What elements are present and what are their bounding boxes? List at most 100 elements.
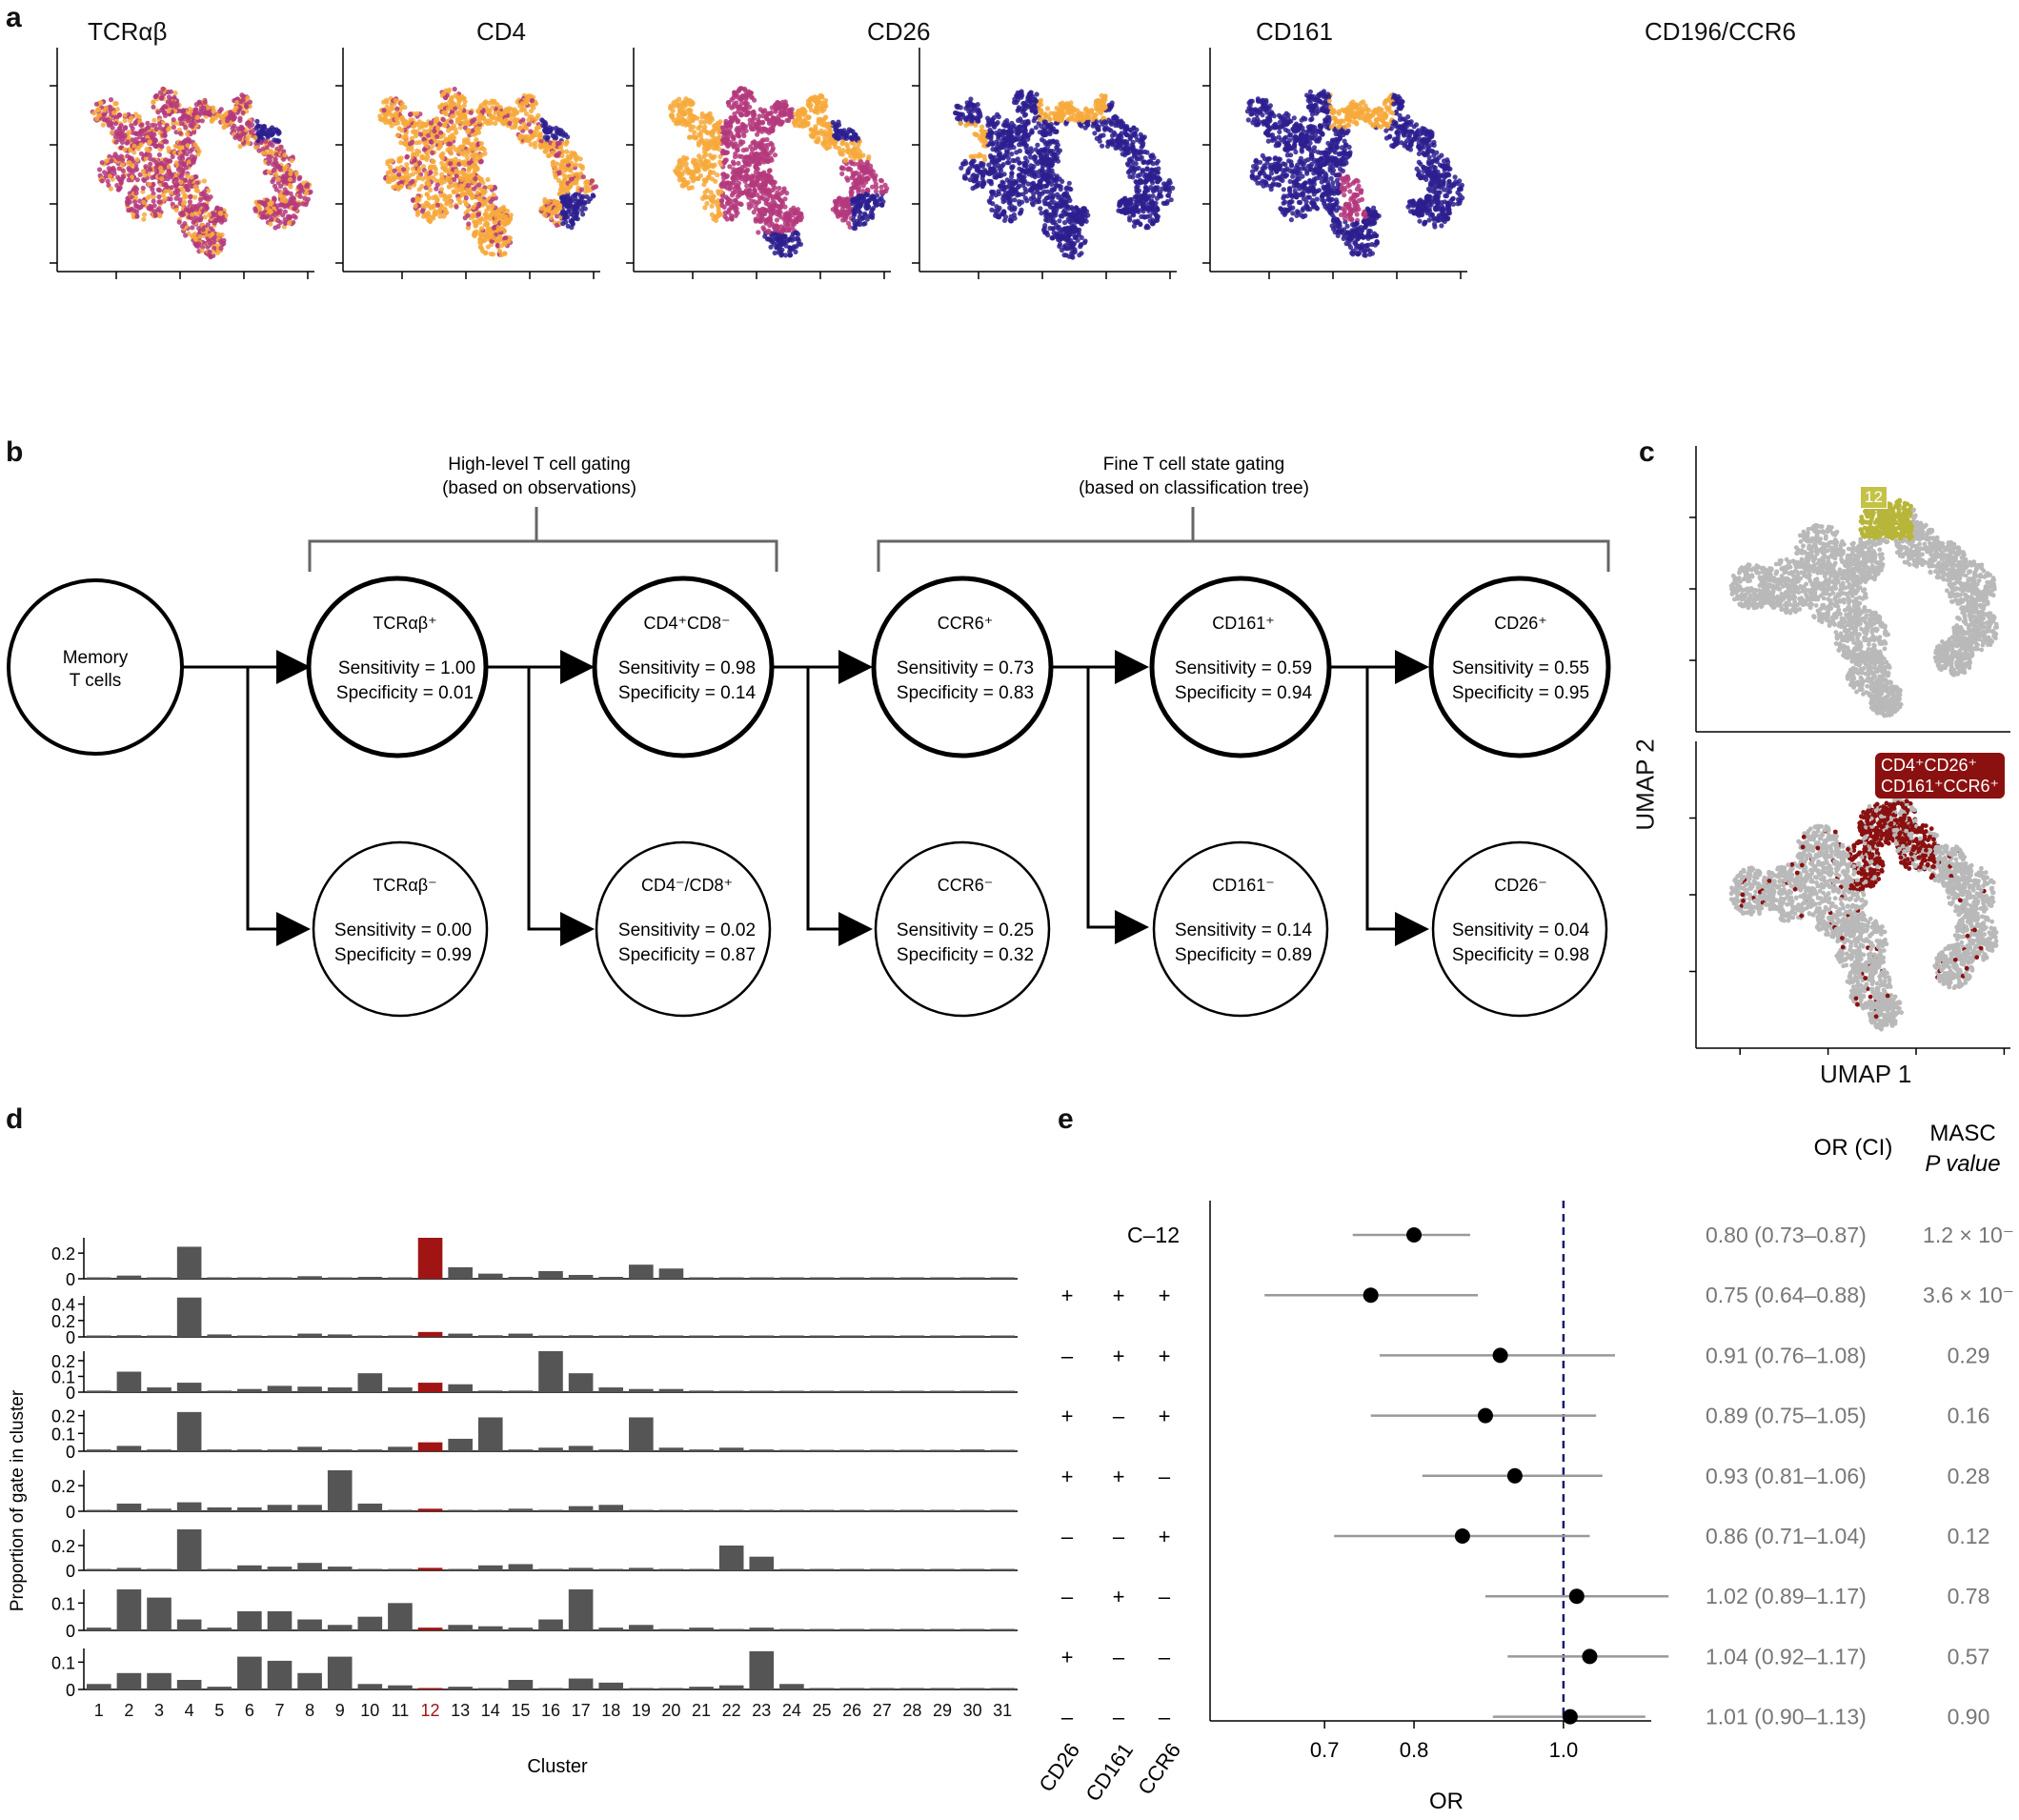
umap-cell-dot: [784, 191, 790, 196]
umap-cell-dot: [408, 111, 414, 117]
umap-cell-dot: [542, 212, 548, 218]
umap-cell-dot: [839, 171, 845, 176]
umap-cell-dot: [716, 208, 721, 213]
umap-cell-dot: [809, 95, 815, 102]
umap-cell-dot: [114, 131, 120, 137]
umap-cell-dot: [858, 210, 863, 215]
umap-cell-dot: [740, 168, 746, 173]
umap-cell-dot: [496, 249, 503, 254]
umap-cell-dot: [851, 131, 858, 137]
umap-cell-dot: [159, 144, 165, 150]
umap-cell-dot: [193, 207, 199, 212]
umap-cell-dot: [743, 176, 750, 182]
umap-cell-dot: [471, 141, 476, 147]
umap-cell-dot: [268, 132, 274, 138]
umap-cell-dot: [485, 109, 491, 114]
umap-cell-dot: [201, 106, 207, 111]
umap-cell-dot: [407, 172, 413, 178]
umap-cell-dot: [443, 94, 449, 101]
umap-cell-dot: [579, 207, 585, 213]
umap-cell-dot: [91, 111, 97, 116]
umap-cell-dot: [192, 107, 198, 112]
umap-cell-dot: [466, 207, 472, 212]
umap-cell-dot: [200, 111, 206, 116]
umap-cell-dot: [513, 118, 518, 124]
umap-cell-dot: [767, 223, 773, 229]
umap-cell-dot: [194, 114, 200, 120]
umap-cell-dot: [119, 129, 126, 134]
umap-cell-dot: [726, 207, 732, 212]
umap-cell-dot: [745, 92, 752, 98]
umap-cell-dot: [682, 179, 688, 185]
umap-cell-dot: [735, 144, 740, 150]
umap-cell-dot: [752, 181, 757, 187]
umap-cell-dot: [693, 163, 698, 170]
umap-cell-dot: [156, 121, 162, 127]
umap-cell-dot: [871, 195, 878, 201]
umap-cell-dot: [231, 112, 236, 118]
umap-cell-dot: [455, 102, 461, 108]
umap-cell-dot: [145, 195, 151, 201]
umap-cell-dot: [439, 160, 445, 166]
umap-cell-dot: [715, 172, 720, 178]
umap-cell-dot: [858, 159, 864, 165]
umap-cell-dot: [830, 119, 836, 126]
umap-cell-dot: [715, 140, 720, 146]
umap-cell-dot: [192, 184, 198, 190]
umap-cell-dot: [732, 111, 737, 117]
umap-cell-dot: [684, 155, 690, 161]
umap-cell-dot: [434, 133, 440, 139]
umap-cell-dot: [419, 154, 425, 160]
umap-cell-dot: [697, 124, 703, 130]
umap-cell-dot: [773, 227, 778, 233]
umap-cell-dot: [795, 232, 801, 237]
umap-cell-dot: [578, 187, 585, 192]
umap-cell-dot: [490, 196, 495, 202]
umap-cell-dot: [234, 99, 240, 106]
umap-cell-dot: [164, 184, 170, 190]
umap-cell-dot: [100, 122, 106, 128]
umap-cell-dot: [704, 146, 710, 152]
umap-cell-dot: [742, 160, 748, 166]
umap-cell-dot: [838, 200, 844, 206]
umap-cell-dot: [162, 131, 168, 137]
umap-cell-dot: [117, 112, 123, 118]
umap-cell-dot: [384, 97, 390, 103]
umap-cell-dot: [860, 169, 866, 174]
umap-cell-dot: [147, 140, 152, 146]
umap-cell-dot: [552, 199, 557, 205]
umap-cell-dot: [843, 213, 850, 219]
umap-cell-dot: [410, 178, 415, 184]
umap-cell-dot: [466, 221, 472, 227]
umap-cell-dot: [470, 118, 475, 124]
umap-cell-dot: [735, 193, 740, 199]
umap-cell-dot: [258, 134, 264, 140]
umap-cell-dot: [739, 111, 745, 118]
umap-cell-dot: [550, 163, 556, 169]
umap-cell-dot: [590, 192, 596, 198]
umap-cell-dot: [142, 128, 148, 133]
umap-cell-dot: [152, 137, 158, 143]
umap-cell-dot: [818, 128, 824, 133]
umap-cell-dot: [776, 106, 781, 111]
umap-cell-dot: [565, 189, 571, 194]
umap-cell-dot: [203, 203, 209, 209]
umap-cell-dot: [568, 212, 574, 217]
umap-cell-dot: [838, 166, 845, 172]
umap-cell-dot: [567, 155, 574, 161]
umap-cell-dot: [725, 195, 731, 202]
umap-cell-dot: [438, 187, 444, 192]
umap-cell-dot: [445, 199, 451, 205]
umap-cell-dot: [713, 178, 718, 184]
umap-cell-dot: [421, 147, 427, 152]
umap-cell-dot: [178, 179, 184, 185]
umap-cell-dot: [505, 220, 511, 226]
umap-cell-dot: [866, 154, 872, 160]
umap-cell-dot: [477, 105, 483, 111]
umap-cell-dot: [413, 133, 419, 139]
umap-cell-dot: [471, 204, 476, 211]
umap-cell-dot: [282, 178, 288, 184]
umap-cell-dot: [183, 233, 189, 238]
umap-cell-dot: [704, 113, 710, 119]
umap-cell-dot: [439, 175, 445, 181]
